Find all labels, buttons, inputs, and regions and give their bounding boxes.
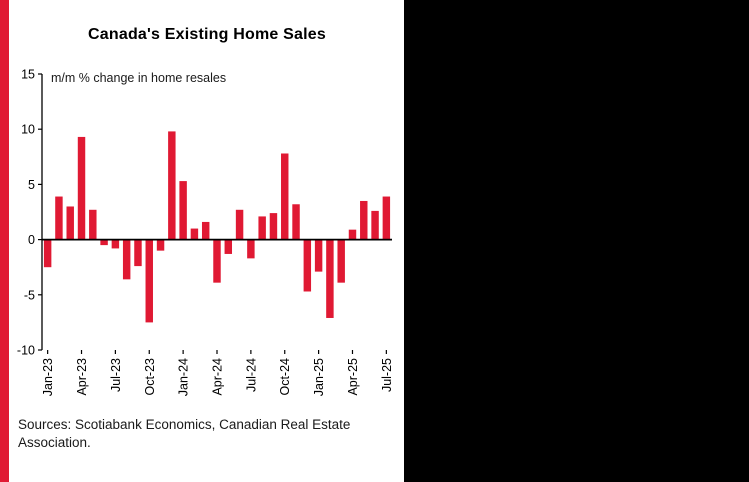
x-tick-label: Jan-25 <box>312 358 326 396</box>
x-tick-label: Jul-25 <box>380 358 394 392</box>
bar-May-23 <box>89 209 97 240</box>
chart-svg: 15 10 5 0 -5 -10 Jan-23 Apr-23 Jul-23 Oct-23 Jan-2… <box>17 68 394 397</box>
x-tick-label: Jan-24 <box>177 358 191 396</box>
bar-Jun-24 <box>235 209 244 240</box>
x-tick-label: Jan-23 <box>41 358 55 396</box>
bar-May-24 <box>224 239 233 254</box>
bar-Aug-24 <box>258 216 266 240</box>
bar-Feb-23 <box>55 196 63 240</box>
x-tick-label: Jul-24 <box>244 358 258 392</box>
bar-Apr-23 <box>77 136 86 240</box>
bar-Jan-23 <box>43 239 52 268</box>
x-tick-label: Oct-23 <box>143 358 157 396</box>
bar-Jul-24 <box>247 239 255 259</box>
bar-Jul-23 <box>111 239 120 249</box>
x-tick-label: Apr-24 <box>211 358 225 396</box>
y-tick-label: 5 <box>28 178 35 192</box>
y-tick-label: 0 <box>28 233 35 247</box>
y-tick-label: 15 <box>21 68 35 82</box>
bar-Aug-23 <box>122 239 131 280</box>
chart-title: Canada's Existing Home Sales <box>88 26 326 43</box>
bar-Jul-25 <box>382 196 391 240</box>
bar-Jan-24 <box>179 181 187 240</box>
bar-Apr-24 <box>213 239 221 283</box>
bar-Jun-23 <box>100 239 108 246</box>
y-tick-label: 10 <box>21 123 35 137</box>
bar-Sep-24 <box>269 213 278 240</box>
bar-Jan-25 <box>314 239 323 272</box>
x-tick-label: Oct-24 <box>278 358 292 396</box>
x-tick-label: Apr-25 <box>346 358 360 396</box>
bar-Mar-25 <box>337 239 345 283</box>
bar-Dec-24 <box>303 239 312 292</box>
bar-Apr-25 <box>348 229 357 240</box>
bar-Mar-24 <box>201 221 210 240</box>
bar-Nov-24 <box>292 204 300 240</box>
x-tick-label: Apr-23 <box>75 358 89 396</box>
source-note: Sources: Scotiabank Economics, Canadian … <box>18 417 351 450</box>
bar-Feb-25 <box>326 239 334 318</box>
bar-Sep-23 <box>134 239 142 267</box>
bar-Jun-25 <box>371 210 379 240</box>
chart-region: Canada's Existing Home Sales 15 10 5 0 -5 -10… <box>10 0 404 482</box>
y-tick-label: -10 <box>17 344 35 358</box>
right-black-panel <box>404 0 749 482</box>
bar-Feb-24 <box>190 228 199 240</box>
bar-Oct-24 <box>281 153 289 240</box>
bar-Dec-23 <box>168 131 176 240</box>
bar-Mar-23 <box>66 206 74 240</box>
x-tick-label: Jul-23 <box>109 358 123 392</box>
bar-May-25 <box>360 200 368 240</box>
chart-subtitle: m/m % change in home resales <box>51 71 226 85</box>
bar-Oct-23 <box>145 239 153 323</box>
y-tick-label: -5 <box>24 288 35 302</box>
left-accent-stripe <box>0 0 9 482</box>
bar-Nov-23 <box>156 239 165 251</box>
